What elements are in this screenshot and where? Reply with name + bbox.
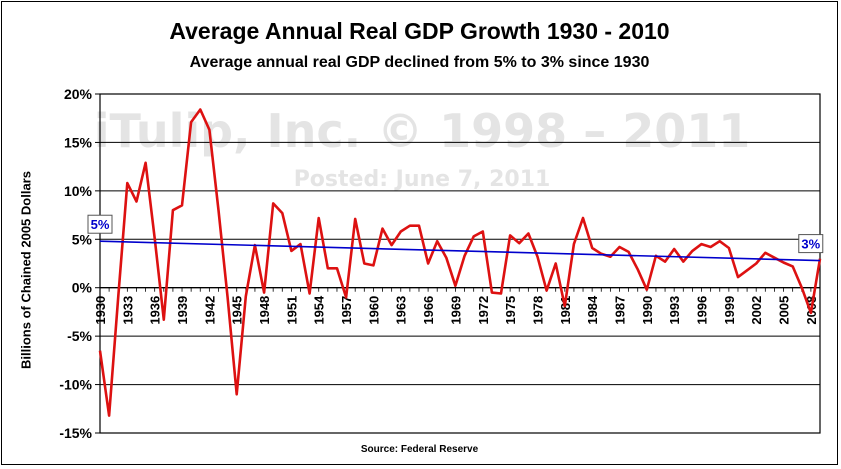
x-tick-label: 1933 (120, 296, 135, 325)
x-tick-label: 1990 (640, 296, 655, 325)
x-tick-label: 1957 (339, 296, 354, 325)
trend-line (99, 240, 821, 262)
y-tick-labels: -15% -10% -5% 0% 5% 10% 15% 20% (59, 86, 92, 441)
watermark-copyright: iTulip, Inc. © 1998 – 2011 (94, 104, 751, 158)
annotation-label: 5% (91, 217, 110, 232)
x-tick-label: 1945 (230, 296, 245, 325)
watermark-posted: Posted: June 7, 2011 (294, 167, 551, 192)
annotations: 5% 3% (87, 214, 824, 254)
y-tick-label: 20% (64, 86, 93, 102)
x-tick-label: 2005 (777, 296, 792, 325)
y-tick-label: -5% (67, 328, 92, 344)
x-tick-label: 1969 (448, 296, 463, 325)
x-tick-label: 1975 (503, 296, 518, 325)
y-tick-label: 5% (72, 231, 93, 247)
x-tick-label: 1930 (93, 296, 108, 325)
x-tick-label: 1984 (585, 295, 600, 325)
x-tick-label: 2002 (749, 296, 764, 325)
x-tick-label: 1993 (667, 296, 682, 325)
y-tick-label: -15% (59, 425, 92, 441)
annotation-box (87, 214, 113, 234)
y-tick-label: 0% (72, 280, 93, 296)
line-chart: iTulip, Inc. © 1998 – 2011 Posted: June … (59, 86, 824, 441)
x-tick-label: 1936 (148, 296, 163, 325)
y-tick-label: 10% (64, 183, 93, 199)
x-tick-label: 1960 (366, 296, 381, 325)
x-tick-label: 1939 (175, 296, 190, 325)
x-tick-label: 1966 (421, 296, 436, 325)
x-tick-label: 1981 (558, 296, 573, 325)
annotation-box (798, 234, 824, 254)
x-tick-label: 1942 (202, 296, 217, 325)
chart-title: Average Annual Real GDP Growth 1930 - 20… (169, 18, 670, 44)
x-tick-label: 1999 (722, 296, 737, 325)
x-tick-label: 1987 (612, 296, 627, 325)
x-tick-labels: 1930 1933 1936 1939 1942 1945 1948 1951 1954 1957… (93, 295, 819, 325)
y-tick-label: -10% (59, 377, 92, 393)
x-tick-label: 1978 (530, 296, 545, 325)
chart-subtitle: Average annual real GDP declined from 5%… (189, 54, 650, 71)
series-lines (98, 108, 822, 417)
y-tick-label: 15% (64, 134, 93, 150)
annotation-label: 3% (801, 237, 820, 252)
x-tick-label: 1948 (257, 296, 272, 325)
x-tick-label: 1951 (284, 296, 299, 325)
x-tick-label: 1972 (476, 296, 491, 325)
x-tick-label: 1996 (695, 296, 710, 325)
x-tick-label: 1954 (312, 295, 327, 325)
gdp-growth-line (98, 108, 822, 417)
source-note: Source: Federal Reserve (360, 444, 479, 455)
x-tick-label: 1963 (394, 296, 409, 325)
